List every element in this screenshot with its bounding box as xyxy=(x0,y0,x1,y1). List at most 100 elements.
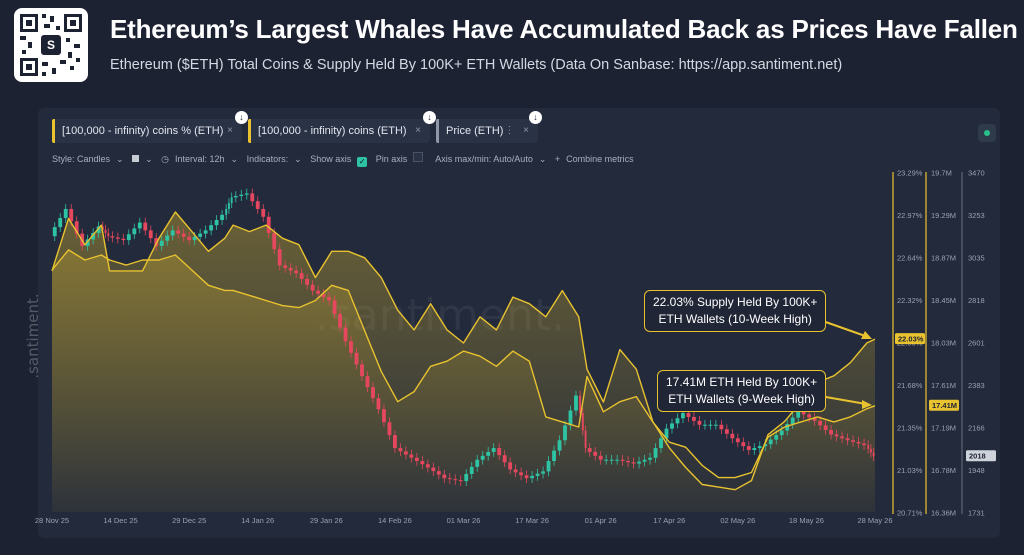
download-icon[interactable]: ↓ xyxy=(235,111,248,124)
candle-body xyxy=(869,448,872,453)
candle-body xyxy=(310,284,315,291)
arrow-line xyxy=(819,395,867,405)
candle-body xyxy=(425,464,430,468)
arrow-line xyxy=(819,319,869,338)
page-title: Ethereum’s Largest Whales Have Accumulat… xyxy=(110,14,1018,44)
color-swatch-icon[interactable] xyxy=(132,155,140,162)
last-value-label: 2018 xyxy=(969,452,986,461)
candle-body xyxy=(227,203,230,209)
candle-body xyxy=(192,236,197,241)
y-tick-label: 21.35% xyxy=(897,424,923,433)
download-icon[interactable]: ↓ xyxy=(423,111,436,124)
candle-body xyxy=(530,475,535,479)
candle-body xyxy=(653,448,658,458)
last-value-label: 22.03% xyxy=(898,335,924,344)
candle-body xyxy=(774,435,779,440)
axis-minmax-select[interactable]: Axis max/min: Auto/Auto xyxy=(435,154,533,164)
download-icon[interactable]: ↓ xyxy=(529,111,542,124)
candle-body xyxy=(392,435,397,449)
candle-body xyxy=(458,480,463,482)
candle-body xyxy=(708,424,713,426)
interval-select[interactable]: Interval: 12h xyxy=(175,154,225,164)
x-tick-label: 01 Mar 26 xyxy=(447,516,481,525)
candle-body xyxy=(85,239,90,246)
live-status-icon[interactable] xyxy=(978,124,996,142)
annotation-line-2: ETH Wallets (10-Week High) xyxy=(658,312,812,326)
metric-controls[interactable]: ⋮ × xyxy=(208,125,236,136)
candle-body xyxy=(321,293,326,298)
y-tick-label: 2383 xyxy=(968,381,985,390)
plus-icon[interactable]: + xyxy=(554,154,561,164)
candle-body xyxy=(557,440,562,451)
candle-body xyxy=(862,443,866,446)
candle-body xyxy=(497,448,502,456)
supply-lines xyxy=(51,211,876,491)
candle-body xyxy=(486,451,491,456)
candle-body xyxy=(563,425,567,441)
show-axis-checkbox[interactable]: ✓ xyxy=(357,157,368,167)
candle-body xyxy=(387,422,392,436)
candle-body xyxy=(535,473,540,476)
metric-chip-price[interactable]: Price (ETH) ⋮ × ↓ xyxy=(436,111,542,143)
candle-body xyxy=(796,411,801,418)
candle-body xyxy=(574,395,578,411)
candle-body xyxy=(343,327,348,342)
y-tick-label: 1731 xyxy=(968,509,985,518)
y-tick-label: 23.29% xyxy=(897,169,923,178)
candle-body xyxy=(176,230,181,234)
candle-body xyxy=(552,450,556,462)
candle-body xyxy=(741,442,746,447)
annotation-arrows xyxy=(819,319,872,409)
candle-body xyxy=(524,475,529,479)
candle-body xyxy=(508,462,513,470)
candle-body xyxy=(730,433,735,439)
candle-body xyxy=(546,461,551,472)
candle-body xyxy=(187,236,192,241)
x-tick-label: 17 Apr 26 xyxy=(653,516,685,525)
axis-ticks: 23.29%22.97%22.64%22.32%22.00%21.68%21.3… xyxy=(35,169,996,525)
candle-body xyxy=(154,238,159,246)
candle-body xyxy=(354,352,359,365)
candle-body xyxy=(277,249,282,266)
metric-controls[interactable]: ⋮ × xyxy=(504,125,532,136)
candle-body xyxy=(631,462,636,464)
candle-body xyxy=(692,416,696,421)
candle-body xyxy=(230,197,233,204)
metric-chip-coins[interactable]: [100,000 - infinity) coins (ETH) ⋮ × ↓ xyxy=(248,111,436,143)
candle-body xyxy=(233,196,238,198)
candle-body xyxy=(746,446,751,450)
candle-body xyxy=(867,445,870,449)
candle-body xyxy=(724,429,729,434)
chevron-down-icon[interactable]: ⌄ xyxy=(230,154,239,164)
metric-chip-supply-pct[interactable]: [100,000 - infinity) coins % (ETH) ⋮ × ↓ xyxy=(52,111,248,143)
y-tick-label: 2601 xyxy=(968,339,985,348)
y-tick-label: 16.78M xyxy=(931,466,956,475)
candle-body xyxy=(823,425,828,430)
combine-metrics-button[interactable]: Combine metrics xyxy=(566,154,634,164)
candle-body xyxy=(626,461,631,463)
candle-body xyxy=(648,457,652,460)
pin-axis-checkbox[interactable] xyxy=(413,152,424,162)
chevron-down-icon[interactable]: ⌄ xyxy=(116,154,124,164)
candle-body xyxy=(403,451,408,455)
candle-body xyxy=(735,438,740,443)
candle-body xyxy=(757,446,762,449)
metric-label: [100,000 - infinity) coins (ETH) xyxy=(258,125,407,137)
candle-body xyxy=(579,395,582,414)
candle-body xyxy=(382,409,386,423)
candle-body xyxy=(790,417,795,425)
chevron-down-icon[interactable]: ⌄ xyxy=(538,154,547,164)
style-select[interactable]: Style: Candles xyxy=(52,154,111,164)
candle-body xyxy=(225,208,228,215)
chevron-down-icon[interactable]: ⌄ xyxy=(294,154,302,164)
metric-color-bar xyxy=(248,119,251,143)
chevron-down-icon[interactable]: ⌄ xyxy=(145,154,153,164)
metric-controls[interactable]: ⋮ × xyxy=(396,125,424,136)
x-tick-label: 29 Dec 25 xyxy=(172,516,206,525)
candle-body xyxy=(115,237,120,239)
candle-body xyxy=(349,341,353,353)
indicators-select[interactable]: Indicators: xyxy=(246,154,289,164)
annotation-supply-pct: 22.03% Supply Held By 100K+ ETH Wallets … xyxy=(644,290,827,332)
candle-body xyxy=(752,448,757,450)
